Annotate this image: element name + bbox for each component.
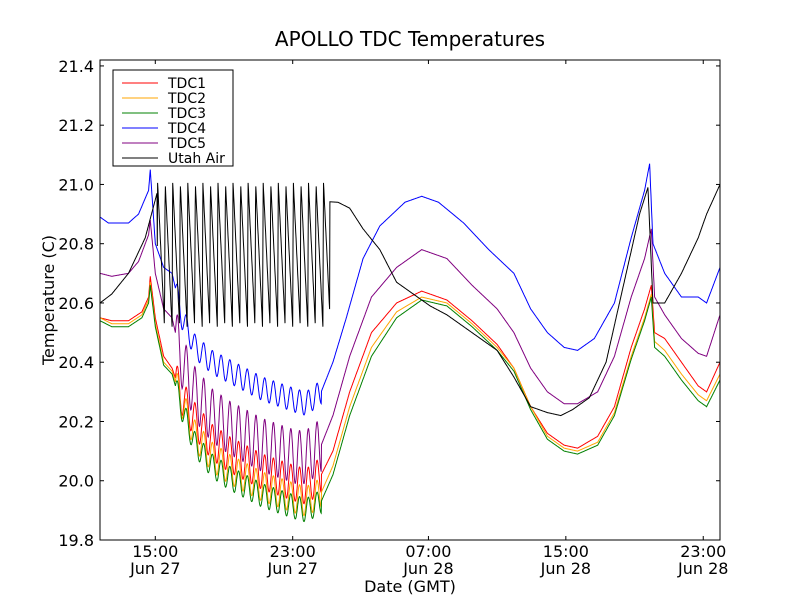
chart-title: APOLLO TDC Temperatures: [275, 27, 545, 51]
y-tick-label: 20.8: [58, 235, 94, 254]
x-tick-label-date: Jun 27: [266, 559, 317, 578]
y-tick-label: 20.2: [58, 412, 94, 431]
series-line-tdc1: [100, 276, 720, 505]
series-line-tdc3: [100, 285, 720, 523]
plot-frame: [99, 59, 721, 541]
x-tick-label-time: 15:00: [132, 542, 178, 561]
series-line-utah-air: [100, 182, 720, 417]
legend-frame: [112, 69, 234, 167]
legend-label: TDC3: [167, 106, 206, 122]
x-axis-title: Date (GMT): [364, 577, 456, 596]
legend-label: TDC1: [167, 76, 206, 92]
y-tick-label: 20.4: [58, 353, 94, 372]
x-tick-label-date: Jun 28: [677, 559, 728, 578]
y-axis: 19.8 20.0 20.2 20.4 20.6 20.8 21.0 21.2 21.4: [58, 57, 720, 550]
y-tick-label: 19.8: [58, 531, 94, 550]
x-tick-label-date: Jun 28: [402, 559, 453, 578]
series-layer: [100, 163, 720, 523]
x-tick-label-time: 23:00: [680, 542, 726, 561]
x-tick-label-date: Jun 27: [129, 559, 180, 578]
y-tick-label: 21.2: [58, 116, 94, 135]
legend-label: TDC5: [167, 136, 206, 152]
legend-label: Utah Air: [168, 151, 225, 167]
x-tick-label-time: 07:00: [405, 542, 451, 561]
series-line-tdc2: [100, 282, 720, 517]
plot-area: 19.8 20.0 20.2 20.4 20.6 20.8 21.0 21.2 21.4 15:…: [58, 57, 728, 578]
x-tick-label-time: 15:00: [543, 542, 589, 561]
y-tick-label: 20.6: [58, 294, 94, 313]
x-tick-label-date: Jun 28: [540, 559, 591, 578]
x-tick-label-time: 23:00: [270, 542, 316, 561]
y-axis-title: Temperature (C): [39, 235, 58, 366]
legend-label: TDC4: [167, 121, 206, 137]
y-tick-label: 21.0: [58, 175, 94, 194]
series-line-tdc5: [100, 219, 720, 484]
y-tick-label: 20.0: [58, 472, 94, 491]
y-tick-label: 21.4: [58, 57, 94, 76]
legend-label: TDC2: [167, 91, 206, 107]
series-line-tdc4: [100, 163, 720, 416]
